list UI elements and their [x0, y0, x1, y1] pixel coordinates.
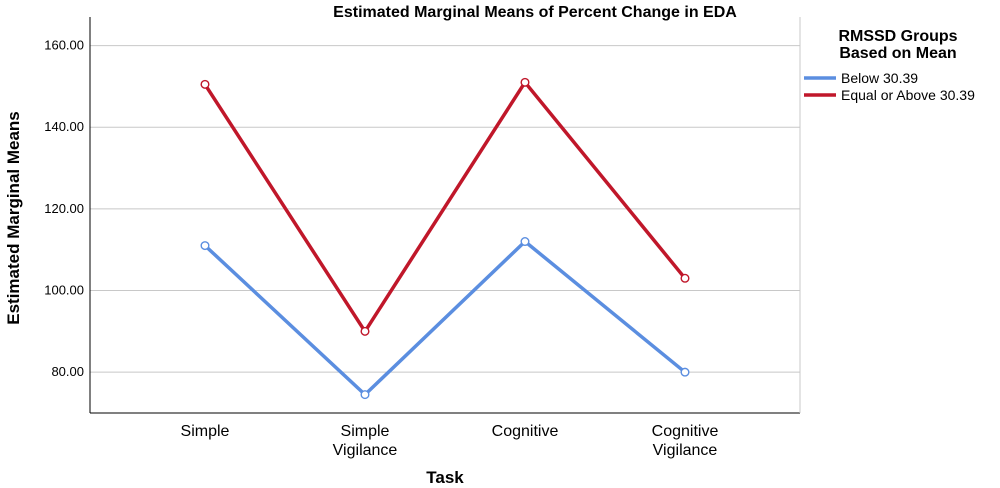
data-point [360, 390, 370, 400]
y-tick-label: 140.00 [44, 119, 84, 134]
y-axis-title: Estimated Marginal Means [4, 111, 23, 325]
axes [89, 17, 801, 414]
x-category-label: Cognitive [492, 423, 559, 440]
series-lines [200, 77, 690, 400]
x-axis-title: Task [426, 468, 464, 487]
legend-title: Based on Mean [839, 45, 956, 62]
legend-title: RMSSD Groups [838, 28, 957, 45]
x-category-label: Simple [181, 423, 230, 440]
data-point [520, 237, 530, 247]
data-point [200, 241, 210, 251]
y-tick-label: 160.00 [44, 38, 84, 53]
data-point [360, 326, 370, 336]
data-point [680, 273, 690, 283]
x-category-labels: Simple Simple Vigilance Cognitive Cognitive V… [181, 423, 719, 459]
y-tick-label: 80.00 [51, 364, 84, 379]
y-tick-labels: 80.00 100.00 120.00 140.00 160.00 [44, 38, 84, 380]
x-category-label: Cognitive [652, 423, 719, 440]
y-tick-label: 120.00 [44, 201, 84, 216]
data-point [200, 79, 210, 89]
series-line [203, 80, 687, 334]
chart-title: Estimated Marginal Means of Percent Chan… [333, 4, 737, 21]
y-tick-label: 100.00 [44, 283, 84, 298]
x-category-label: Vigilance [653, 442, 718, 459]
data-point [680, 367, 690, 377]
data-point [520, 77, 530, 87]
series-line [203, 239, 687, 397]
legend-label: Equal or Above 30.39 [841, 87, 975, 103]
legend-label: Below 30.39 [841, 70, 918, 86]
x-category-label: Simple [341, 423, 390, 440]
x-category-label: Vigilance [333, 442, 398, 459]
